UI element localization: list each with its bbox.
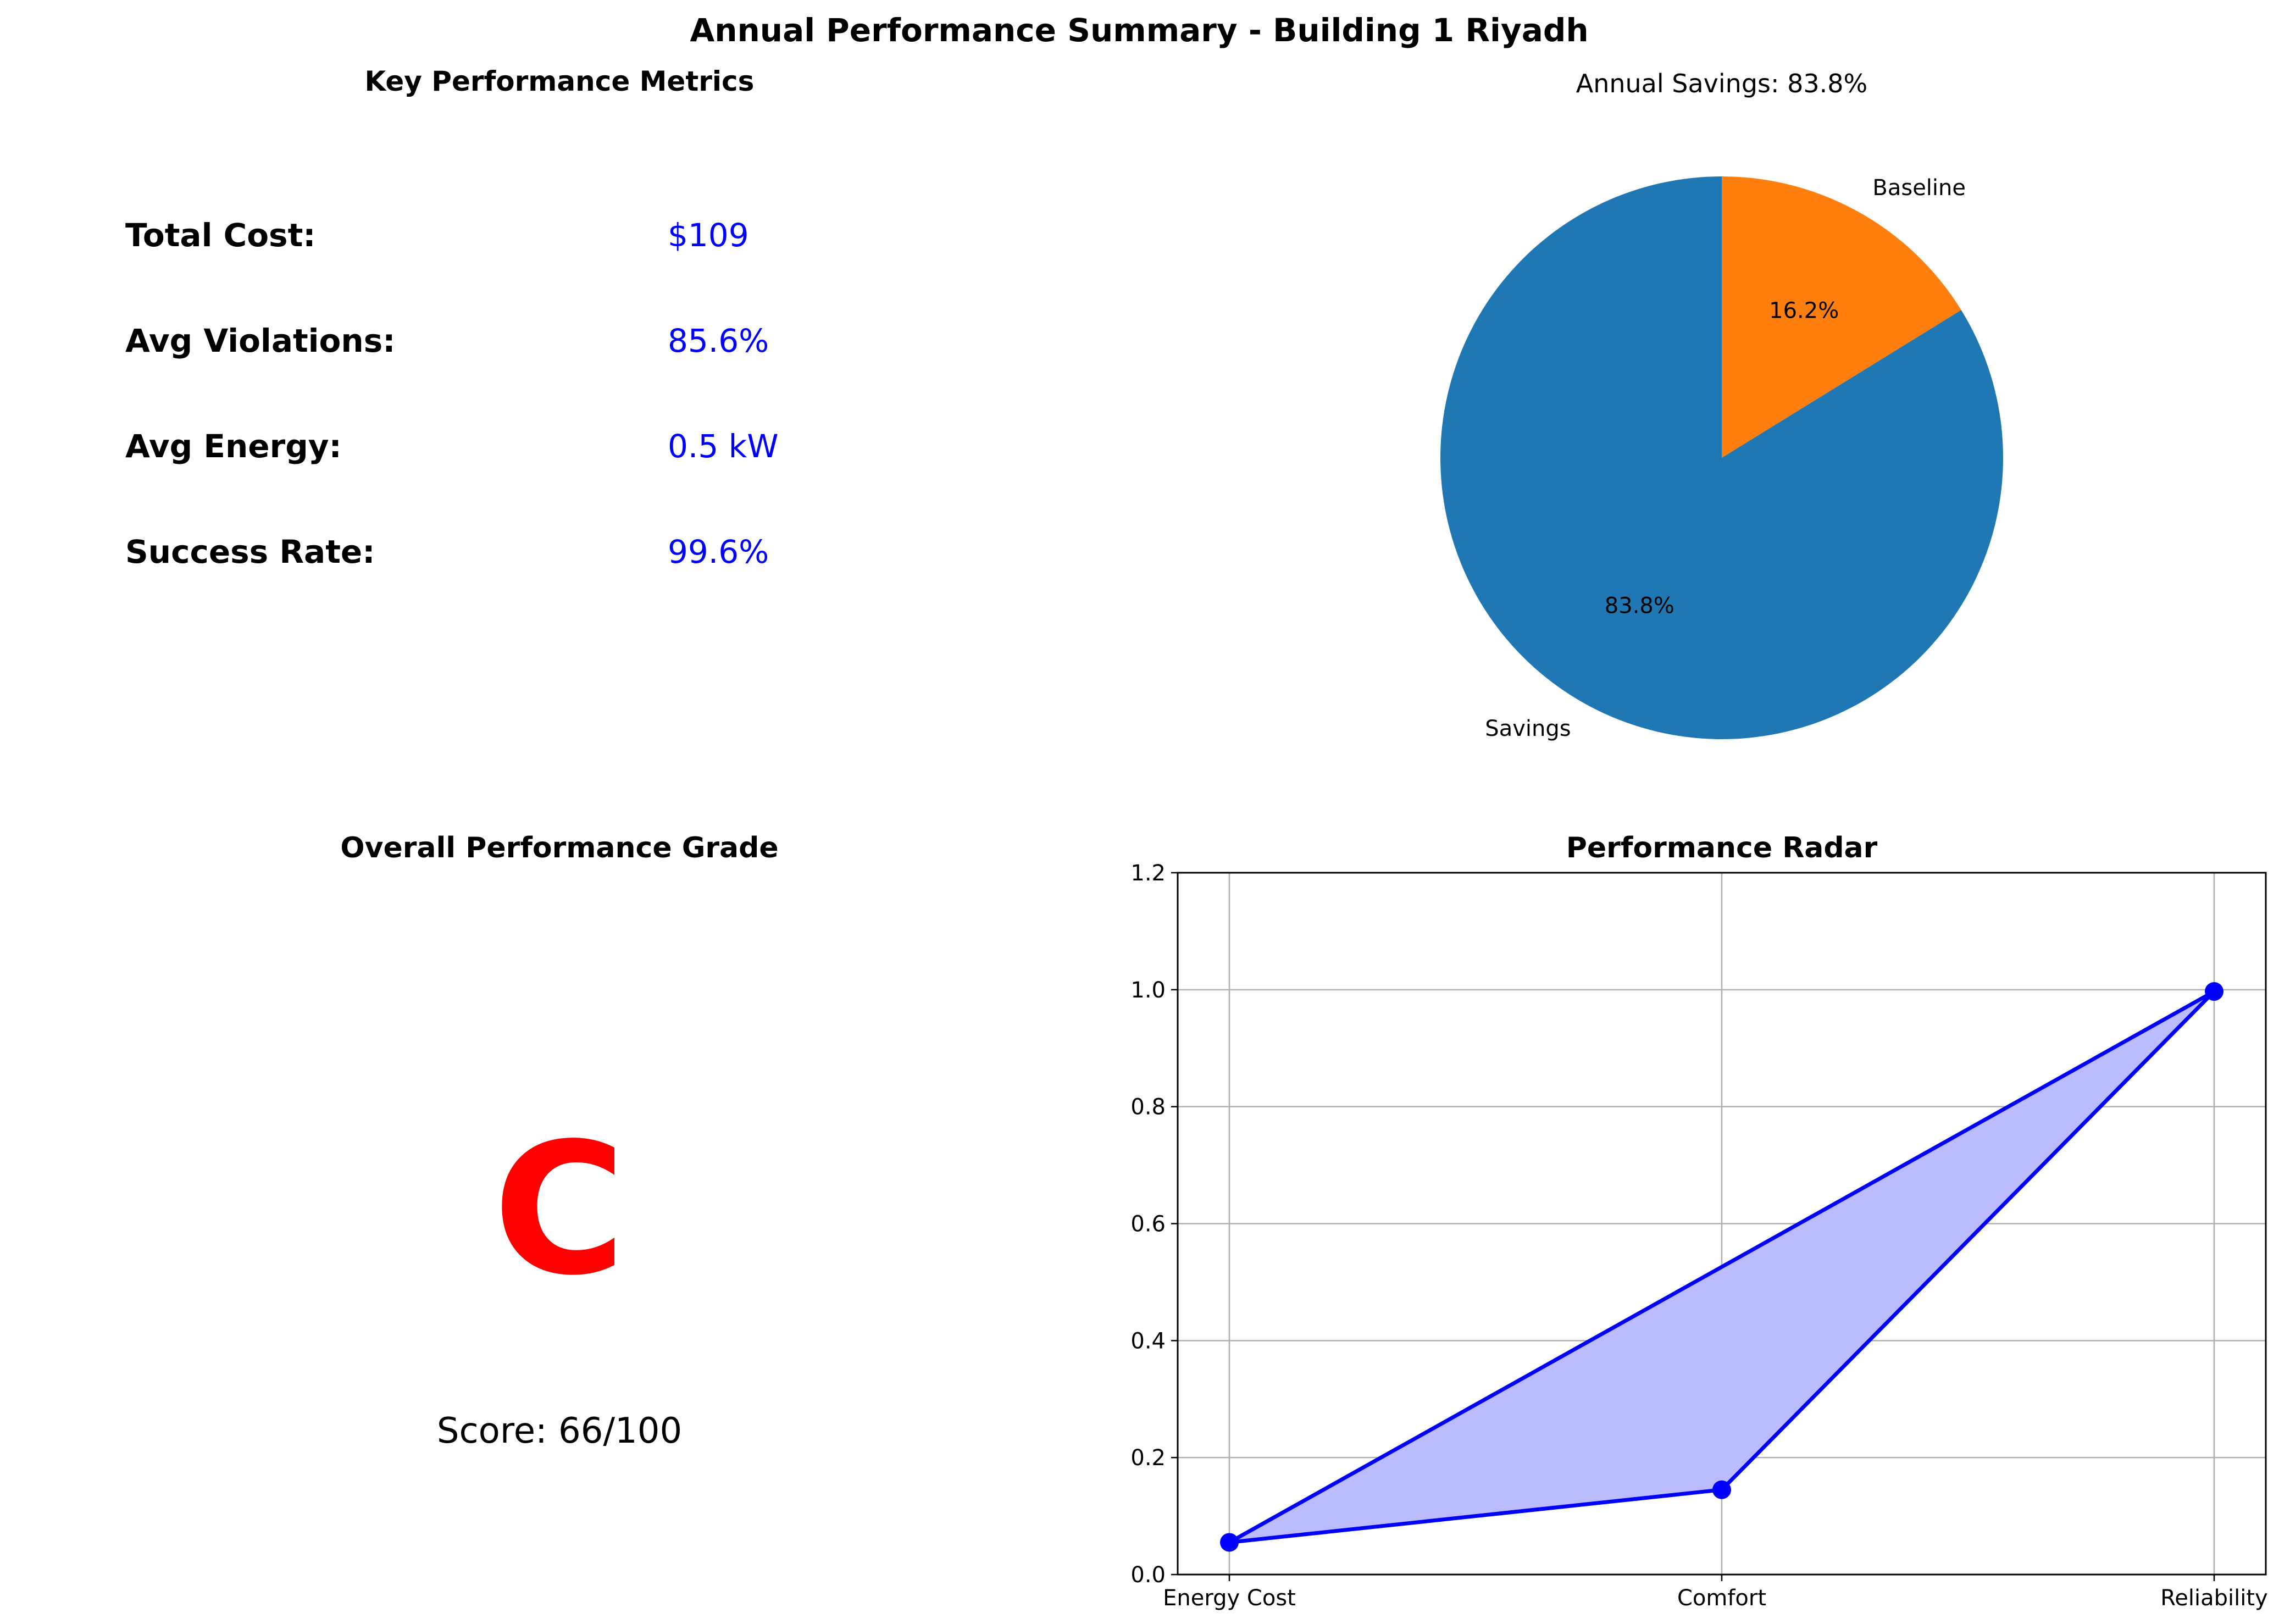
y-tick-label: 0.2	[1130, 1445, 1166, 1471]
metrics-panel: Key Performance Metrics Total Cost: $109 A…	[125, 65, 779, 570]
grade-letter: C	[493, 1104, 626, 1315]
y-tick-label: 1.0	[1130, 978, 1166, 1003]
y-tick-label: 0.6	[1130, 1212, 1166, 1237]
radar-series	[1220, 982, 2223, 1552]
grade-panel: Overall Performance Grade C Score: 66/10…	[340, 832, 778, 1451]
radar-series-line	[1228, 989, 2216, 1544]
pie-labels: Baseline 16.2% Savings 83.8%	[1485, 175, 1966, 741]
radar-ticks: 0.0 0.2 0.4 0.6 0.8 1.0 1.2 Energy Cost Comfort R…	[1130, 861, 2267, 1611]
pie-pct-label: 16.2%	[1769, 298, 1839, 324]
radar-point-energy-cost	[1220, 1533, 1239, 1552]
radar-title: Performance Radar	[1566, 832, 1878, 864]
pie-pct-label: 83.8%	[1605, 593, 1674, 618]
y-tick-label: 0.8	[1130, 1095, 1166, 1120]
pie-slice-savings	[1440, 176, 2004, 739]
metric-rows: Total Cost: $109 Avg Violations: 85.6% Avg E…	[125, 217, 779, 570]
y-tick-label: 0.0	[1130, 1562, 1166, 1588]
pie-title: Annual Savings: 83.8%	[1576, 69, 1867, 98]
grade-title: Overall Performance Grade	[340, 832, 778, 864]
pie-slice-label: Savings	[1485, 716, 1571, 741]
metric-value: 99.6%	[668, 533, 769, 570]
metric-value: 0.5 kW	[668, 428, 779, 465]
radar-chart: Performance Radar 0.0 0.2 0.4 0.6 0.8 1.0 1.2 E…	[1130, 832, 2267, 1611]
pie-slice-baseline	[1722, 176, 1961, 458]
metric-label: Avg Energy:	[125, 428, 342, 465]
x-tick-label: Reliability	[2160, 1586, 2267, 1611]
grade-score: Score: 66/100	[437, 1411, 682, 1451]
x-tick-label: Comfort	[1677, 1586, 1766, 1611]
y-tick-label: 0.4	[1130, 1328, 1166, 1354]
metric-label: Total Cost:	[125, 217, 316, 254]
metric-label: Avg Violations:	[125, 322, 395, 359]
metrics-title: Key Performance Metrics	[365, 65, 755, 97]
metric-label: Success Rate:	[125, 533, 375, 570]
pie-slice-label: Baseline	[1872, 175, 1966, 201]
metric-value: $109	[668, 217, 749, 254]
x-tick-label: Energy Cost	[1163, 1586, 1296, 1611]
pie-chart: Annual Savings: 83.8% Baseline 16.2% Savin…	[1440, 69, 2004, 741]
radar-point-comfort	[1712, 1480, 1731, 1499]
radar-point-reliability	[2205, 982, 2223, 1001]
figure-title: Annual Performance Summary - Building 1 …	[690, 12, 1588, 49]
pie-slices	[1440, 176, 2004, 739]
metric-value: 85.6%	[668, 322, 769, 359]
y-tick-label: 1.2	[1130, 861, 1166, 886]
